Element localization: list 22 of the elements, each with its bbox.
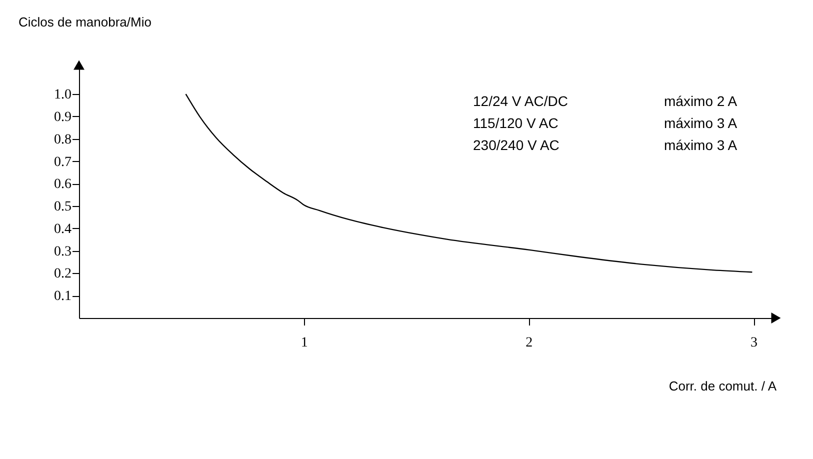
annotation: máximo 3 A <box>664 137 738 153</box>
y-tick-label: 0.2 <box>54 266 72 282</box>
annotation: 230/240 V AC <box>473 137 560 153</box>
annotation: 115/120 V AC <box>473 115 558 131</box>
y-tick-label: 0.7 <box>54 154 72 170</box>
y-tick-label: 0.8 <box>54 132 72 148</box>
annotation: 12/24 V AC/DC <box>473 93 568 109</box>
x-tick-label: 2 <box>526 336 533 350</box>
y-axis-title: Ciclos de manobra/Mio <box>18 14 152 30</box>
y-tick-label: 0.6 <box>54 177 72 192</box>
x-axis-title: Corr. de comut. / A <box>668 378 777 394</box>
y-tick-label: 0.3 <box>54 244 72 260</box>
annotation: máximo 2 A <box>664 93 738 109</box>
y-tick-label: 0.5 <box>54 200 72 215</box>
annotation: máximo 3 A <box>664 115 738 131</box>
x-tick-label: 3 <box>750 336 758 350</box>
x-tick-label: 1 <box>300 336 308 350</box>
line-series <box>185 94 753 273</box>
y-tick-label: 0.1 <box>54 289 72 304</box>
y-tick-label: 1.0 <box>54 88 72 103</box>
y-tick-label: 0.4 <box>54 222 72 237</box>
y-tick-label: 0.9 <box>54 110 72 125</box>
